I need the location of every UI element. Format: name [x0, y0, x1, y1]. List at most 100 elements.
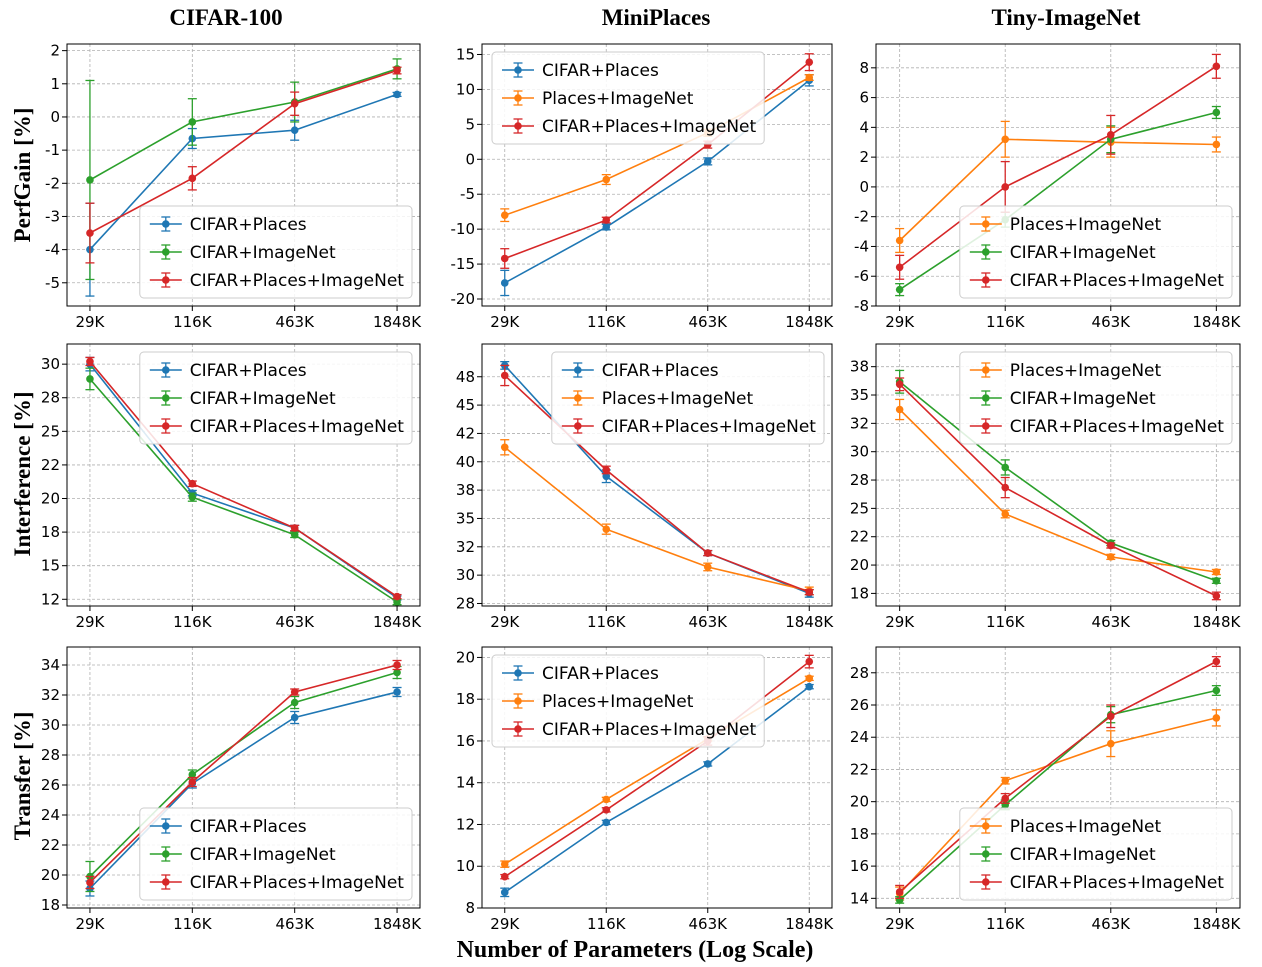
legend-label: CIFAR+Places — [190, 361, 307, 381]
data-point-cifar-imagenet — [895, 285, 904, 294]
x-tick-label: 116K — [173, 915, 213, 933]
data-point-places-imagenet — [1212, 568, 1221, 576]
data-point-places-imagenet — [1106, 739, 1115, 748]
plot-frame — [481, 646, 833, 909]
data-point-cifar-places-imagenet — [188, 479, 197, 488]
x-tick-label: 29K — [885, 613, 915, 631]
data-point-cifar-places-imagenet — [393, 592, 401, 601]
y-tick-label: 40 — [456, 453, 475, 471]
legend-label: CIFAR+ImageNet — [190, 243, 336, 263]
x-tick-label: 1848K — [785, 915, 834, 933]
data-point-cifar-places — [602, 223, 611, 231]
legend-label: CIFAR+Places+ImageNet — [190, 873, 405, 893]
data-point-cifar-places-imagenet — [290, 688, 299, 696]
legend-marker — [574, 422, 582, 430]
legend-label: Places+ImageNet — [602, 389, 754, 409]
legend-label: CIFAR+ImageNet — [1010, 389, 1156, 409]
series-line-places-imagenet — [899, 717, 1217, 895]
x-tick-label: 1848K — [785, 313, 834, 331]
y-tick-label: 14 — [850, 889, 869, 907]
panel-tiny-imagenet-perfgain: -8 -6 -4 -2 0 2 4 6 8 29K 116K 463K 1848K Places+Imag… — [854, 43, 1242, 331]
y-tick-label: 30 — [456, 566, 475, 584]
legend-marker — [514, 122, 522, 130]
data-point-cifar-places-imagenet — [602, 466, 611, 474]
legend-label: Places+ImageNet — [542, 692, 694, 712]
panel-tiny-imagenet-interference: 18 20 22 25 28 30 32 35 38 29K 116K 463K 1848K Places… — [850, 343, 1242, 631]
legend-marker — [982, 394, 990, 402]
x-tick-label: 29K — [885, 313, 915, 331]
y-tick-label: 0 — [50, 108, 60, 126]
panel-cifar-100-interference: 12 15 18 20 22 25 28 30 29K 116K 463K 1848K CIFAR+Pl… — [41, 343, 422, 631]
data-point-cifar-places-imagenet — [1212, 657, 1221, 666]
legend-marker — [514, 94, 522, 102]
y-tick-label: 18 — [41, 896, 60, 914]
series-line-places-imagenet — [899, 138, 1217, 242]
data-point-places-imagenet — [500, 860, 509, 868]
series-line-places-imagenet — [899, 408, 1217, 573]
panel-cifar-100-transfer: 18 20 22 24 26 28 30 32 34 29K 116K 463K 1848K CIFAR+… — [41, 646, 422, 933]
data-point-places-imagenet — [895, 405, 904, 414]
data-point-cifar-imagenet — [86, 176, 94, 184]
legend-label: CIFAR+Places+ImageNet — [1010, 271, 1225, 291]
legend-label: CIFAR+Places — [542, 61, 659, 81]
legend-marker — [162, 878, 170, 886]
y-tick-label: 15 — [456, 45, 475, 63]
y-tick-label: 8 — [465, 899, 475, 917]
x-tick-label: 463K — [689, 613, 729, 631]
series-line-cifar-places-imagenet — [899, 65, 1217, 268]
legend-marker — [514, 697, 522, 705]
data-point-places-imagenet — [703, 563, 712, 571]
legend-label: CIFAR+Places — [190, 215, 307, 235]
data-point-cifar-places-imagenet — [188, 174, 197, 183]
data-point-cifar-places-imagenet — [1106, 541, 1115, 550]
data-point-cifar-places-imagenet — [602, 806, 611, 814]
plot-frame — [875, 343, 1241, 607]
legend-label: CIFAR+ImageNet — [190, 845, 336, 865]
y-tick-label: 18 — [41, 523, 60, 541]
y-tick-label: 32 — [41, 686, 60, 704]
y-tick-label: 24 — [41, 806, 60, 824]
legend-label: CIFAR+Places — [190, 817, 307, 837]
y-tick-label: 20 — [850, 793, 869, 811]
row-label-perfgain: PerfGain [%] — [10, 108, 35, 243]
x-tick-label: 463K — [1092, 313, 1132, 331]
column-title-cifar100: CIFAR-100 — [169, 5, 282, 30]
data-point-cifar-places-imagenet — [188, 778, 197, 786]
y-tick-label: 0 — [859, 178, 869, 196]
data-point-cifar-imagenet — [188, 770, 197, 779]
y-tick-label: -4 — [45, 241, 60, 259]
data-point-cifar-places-imagenet — [500, 371, 509, 380]
y-tick-label: 38 — [850, 358, 869, 376]
data-point-cifar-places-imagenet — [500, 872, 509, 881]
data-point-places-imagenet — [1212, 714, 1221, 722]
data-point-cifar-places — [500, 279, 509, 287]
y-tick-label: 28 — [41, 746, 60, 764]
y-tick-label: 14 — [456, 774, 475, 792]
y-tick-label: 4 — [859, 118, 869, 136]
data-point-places-imagenet — [602, 175, 611, 184]
series-line-cifar-places-imagenet — [899, 660, 1217, 893]
panel-tiny-imagenet-transfer: 14 16 18 20 22 24 26 28 29K 116K 463K 1848K Places+I… — [850, 646, 1242, 933]
data-point-cifar-places-imagenet — [1106, 131, 1115, 139]
y-tick-label: 8 — [859, 59, 869, 77]
legend-marker — [982, 248, 990, 256]
x-tick-label: 116K — [173, 313, 213, 331]
y-tick-label: -3 — [45, 207, 60, 225]
legend-label: Places+ImageNet — [1010, 361, 1162, 381]
legend-label: CIFAR+Places+ImageNet — [1010, 873, 1225, 893]
y-tick-label: -6 — [854, 267, 869, 285]
legend-marker — [982, 220, 990, 228]
x-tick-label: 116K — [587, 613, 627, 631]
x-tick-label: 116K — [986, 613, 1026, 631]
x-tick-label: 1848K — [1192, 313, 1241, 331]
data-point-cifar-places-imagenet — [895, 263, 904, 272]
data-point-cifar-imagenet — [1212, 577, 1221, 585]
x-tick-label: 116K — [986, 915, 1026, 933]
data-point-cifar-imagenet — [290, 530, 299, 539]
x-tick-label: 463K — [1092, 613, 1132, 631]
legend-label: CIFAR+Places+ImageNet — [1010, 417, 1225, 437]
legend-marker — [162, 248, 170, 256]
legend-label: CIFAR+Places — [602, 361, 719, 381]
data-point-cifar-places — [393, 90, 401, 99]
y-tick-label: 42 — [456, 424, 475, 442]
